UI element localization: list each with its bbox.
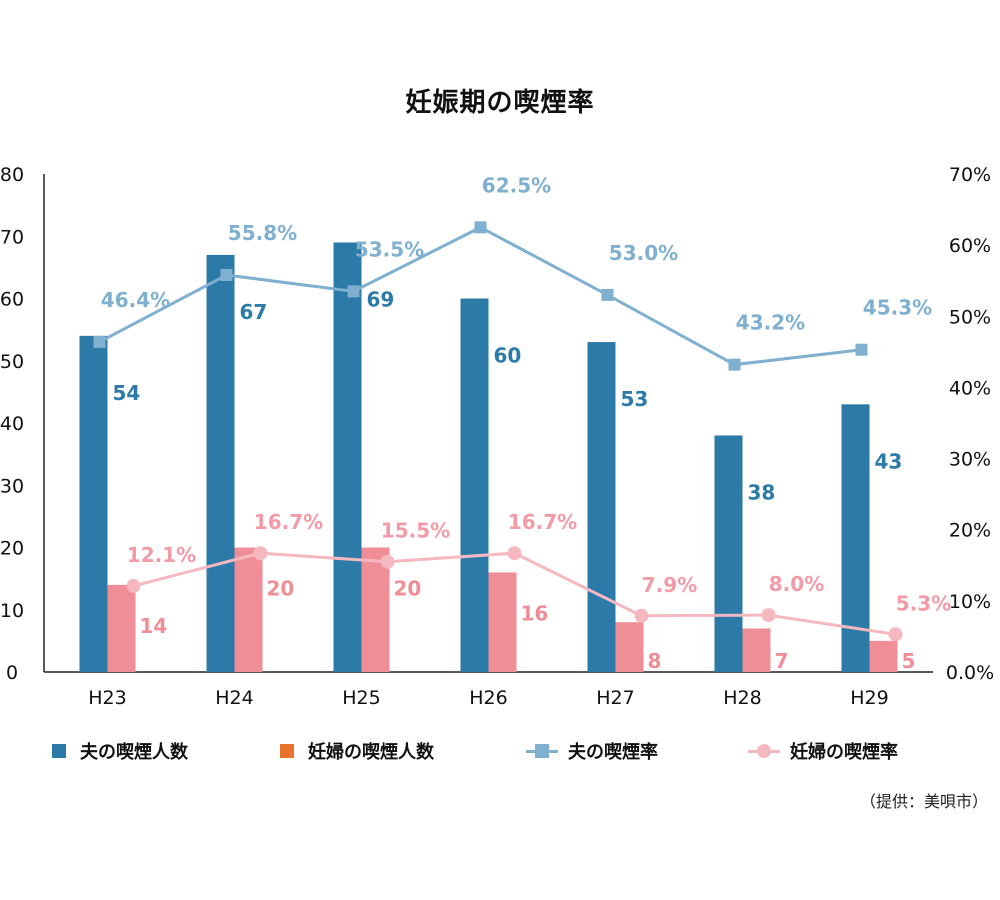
- x-tick-label: H23: [88, 687, 126, 709]
- legend-item-pregnant-rate: 妊婦の喫煙率: [748, 736, 898, 766]
- bar-label-pregnant-count: 20: [267, 577, 295, 601]
- marker-pregnant-rate: [253, 546, 268, 561]
- rate-label-husband: 53.0%: [609, 241, 678, 265]
- y-right-tick-label: 30%: [949, 449, 991, 471]
- rate-label-husband: 46.4%: [101, 288, 170, 312]
- rate-label-pregnant: 7.9%: [642, 573, 697, 597]
- chart-plot: 0 10 20 30 40 50 60 70 80 0.0% 10% 20% 30% 40% 50% 60% 7…: [0, 164, 994, 709]
- legend-item-husband-rate: 夫の喫煙率: [526, 736, 658, 766]
- bar-label-pregnant-count: 16: [521, 601, 549, 625]
- y-right-tick-label: 0.0%: [946, 662, 994, 684]
- legend-label-pregnant-rate: 妊婦の喫煙率: [790, 742, 898, 763]
- legend-label-husband-rate: 夫の喫煙率: [568, 742, 658, 763]
- rate-label-husband: 43.2%: [736, 311, 805, 335]
- y-right-tick-label: 60%: [949, 235, 991, 257]
- marker-husband-rate: [474, 221, 487, 234]
- bar-husband-count: [841, 404, 870, 672]
- bar-label-husband-count: 60: [494, 344, 522, 368]
- bar-label-husband-count: 54: [113, 381, 141, 405]
- legend-marker-pregnant-rate: [748, 744, 780, 758]
- marker-husband-rate: [93, 335, 106, 348]
- rate-label-husband: 55.8%: [228, 221, 297, 245]
- bar-husband-count: [333, 242, 362, 672]
- rate-label-pregnant: 16.7%: [508, 510, 577, 534]
- marker-pregnant-rate: [761, 608, 776, 623]
- legend-item-pregnant-count: 妊婦の喫煙人数: [280, 736, 434, 766]
- x-tick-label: H28: [723, 687, 761, 709]
- bar-pregnant-count: [742, 628, 771, 672]
- bar-pregnant-count: [615, 622, 644, 672]
- bar-label-husband-count: 67: [240, 300, 268, 324]
- y-left-tick-label: 10: [0, 600, 24, 622]
- rate-label-pregnant: 12.1%: [127, 543, 196, 567]
- legend-swatch-husband-count: [52, 744, 66, 758]
- chart-legend: 夫の喫煙人数 妊婦の喫煙人数 夫の喫煙率 妊婦の喫煙率: [0, 736, 1000, 766]
- bar-label-husband-count: 53: [621, 387, 649, 411]
- y-right-tick-label: 50%: [949, 306, 991, 328]
- bar-pregnant-count: [361, 547, 390, 672]
- y-left-tick-label: 20: [0, 538, 24, 560]
- marker-husband-rate: [855, 343, 868, 356]
- source-credit: （提供：美唄市）: [859, 792, 988, 811]
- bar-pregnant-count: [234, 547, 263, 672]
- rate-label-pregnant: 5.3%: [896, 591, 951, 615]
- bar-pregnant-count: [869, 640, 898, 672]
- marker-husband-rate: [601, 288, 614, 301]
- rate-label-husband: 62.5%: [482, 173, 551, 197]
- bar-label-husband-count: 43: [875, 449, 903, 473]
- legend-label-pregnant-count: 妊婦の喫煙人数: [308, 742, 434, 763]
- marker-husband-rate: [347, 285, 360, 298]
- bar-pregnant-count: [107, 584, 136, 672]
- bar-label-pregnant-count: 8: [648, 649, 662, 673]
- bar-label-husband-count: 38: [748, 480, 776, 504]
- x-tick-label: H25: [342, 687, 380, 709]
- y-left-tick-label: 30: [0, 475, 24, 497]
- y-right-tick-label: 40%: [949, 377, 991, 399]
- marker-pregnant-rate: [126, 578, 141, 593]
- marker-husband-rate: [220, 269, 233, 282]
- legend-swatch-pregnant-count: [280, 744, 294, 758]
- x-tick-label: H26: [469, 687, 507, 709]
- bar-husband-count: [714, 435, 743, 672]
- rate-label-pregnant: 8.0%: [769, 572, 824, 596]
- rate-label-pregnant: 16.7%: [254, 510, 323, 534]
- y-right-tick-label: 70%: [949, 164, 991, 186]
- marker-husband-rate: [728, 358, 741, 371]
- x-tick-label: H24: [215, 687, 253, 709]
- rate-label-husband: 53.5%: [355, 237, 424, 261]
- legend-label-husband-count: 夫の喫煙人数: [80, 742, 188, 763]
- y-left-tick-label: 50: [0, 351, 24, 373]
- bar-husband-count: [79, 335, 108, 672]
- marker-pregnant-rate: [888, 627, 903, 642]
- bar-husband-count: [206, 254, 235, 673]
- y-left-tick-label: 80: [0, 164, 24, 186]
- bar-label-pregnant-count: 7: [775, 649, 789, 673]
- bar-husband-count: [460, 298, 489, 672]
- marker-pregnant-rate: [634, 608, 649, 623]
- x-tick-label: H27: [596, 687, 634, 709]
- bar-pregnant-count: [488, 572, 517, 672]
- rate-label-husband: 45.3%: [863, 296, 932, 320]
- y-right-tick-label: 20%: [949, 520, 991, 542]
- bar-label-pregnant-count: 14: [140, 614, 168, 638]
- y-left-tick-label: 40: [0, 413, 24, 435]
- y-left-tick-label: 70: [0, 226, 24, 248]
- bar-label-husband-count: 69: [367, 287, 395, 311]
- bar-label-pregnant-count: 5: [902, 649, 916, 673]
- bar-husband-count: [587, 342, 616, 672]
- marker-pregnant-rate: [380, 554, 395, 569]
- marker-pregnant-rate: [507, 546, 522, 561]
- bar-label-pregnant-count: 20: [394, 577, 422, 601]
- y-right-tick-label: 10%: [949, 591, 991, 613]
- y-left-tick-label: 60: [0, 289, 24, 311]
- y-left-tick-label: 0: [6, 662, 18, 684]
- rate-label-pregnant: 15.5%: [381, 519, 450, 543]
- chart-title: 妊娠期の喫煙率: [405, 88, 595, 118]
- x-tick-label: H29: [850, 687, 888, 709]
- legend-item-husband-count: 夫の喫煙人数: [52, 736, 188, 766]
- legend-marker-husband-rate: [526, 744, 558, 758]
